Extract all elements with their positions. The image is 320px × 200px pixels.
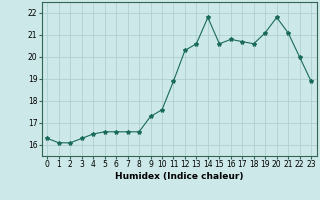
X-axis label: Humidex (Indice chaleur): Humidex (Indice chaleur) bbox=[115, 172, 244, 181]
